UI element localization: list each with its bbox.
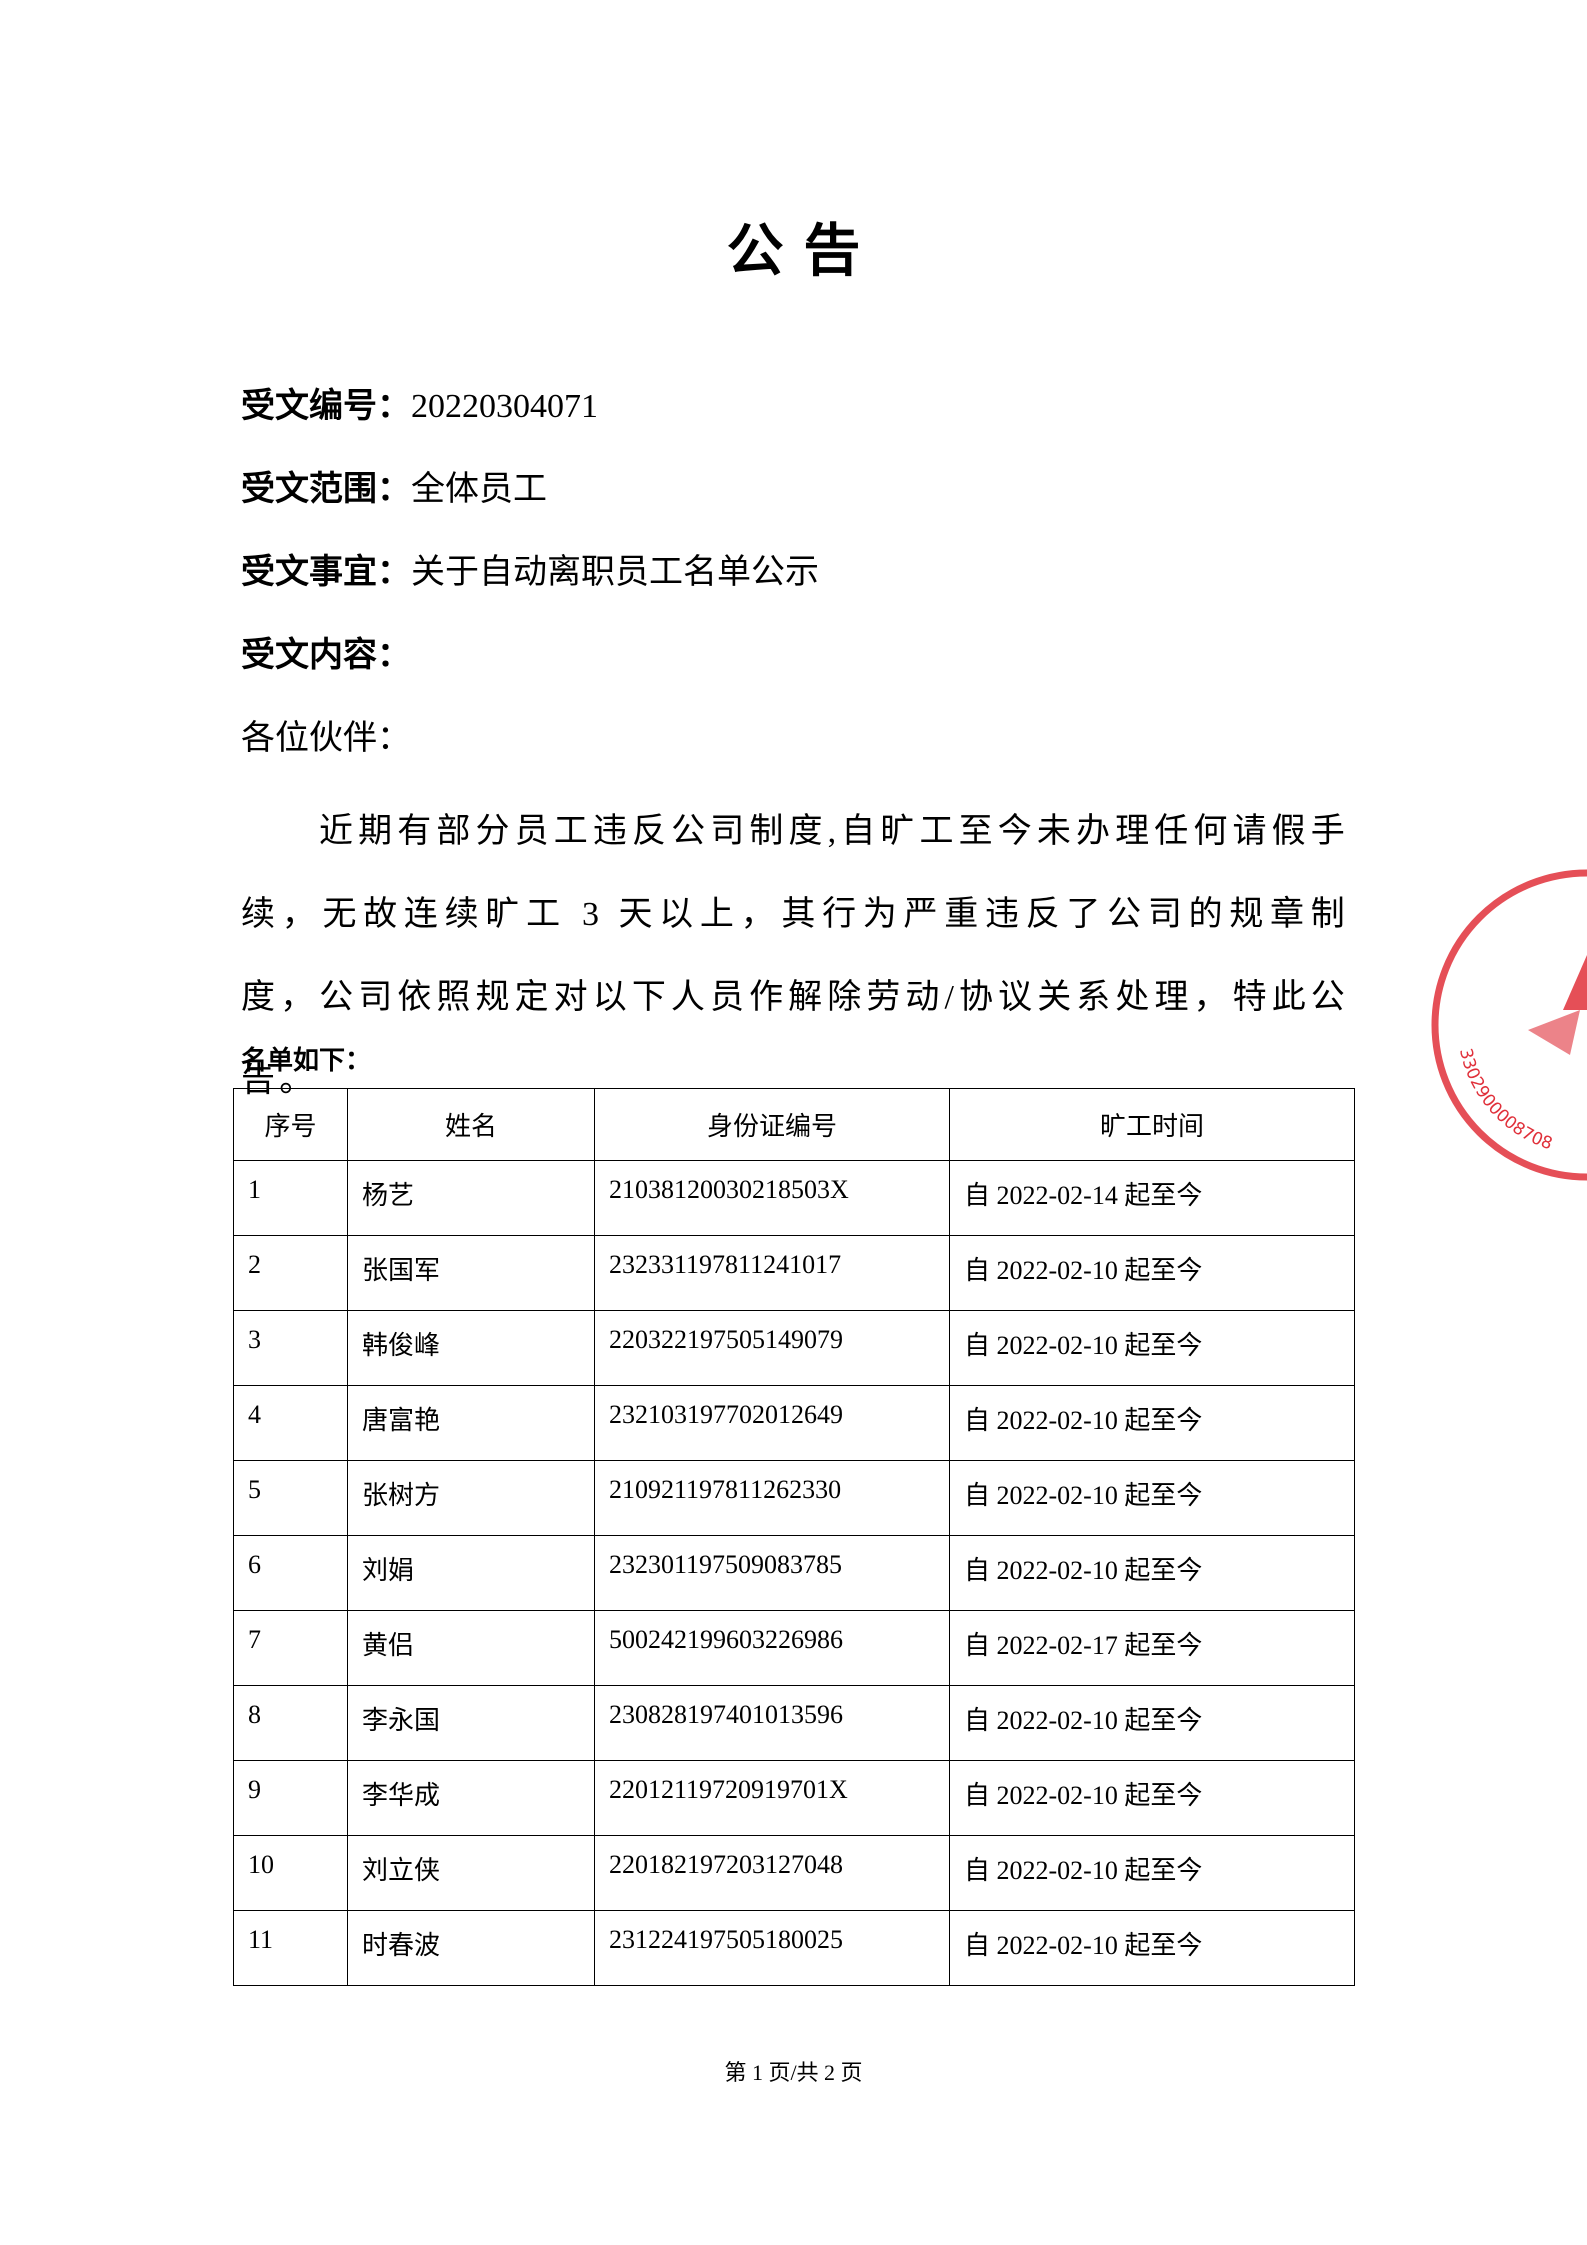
cell: 210921197811262330	[594, 1460, 950, 1536]
cell: 自 2022-02-10 起至今	[949, 1685, 1355, 1761]
cell: 自 2022-02-10 起至今	[949, 1835, 1355, 1911]
cell: 自 2022-02-10 起至今	[949, 1535, 1355, 1611]
cell: 自 2022-02-10 起至今	[949, 1760, 1355, 1836]
header-cell: 序号	[233, 1088, 348, 1161]
table-row: 11 时春波 231224197505180025 自 2022-02-10 起至今	[233, 1910, 1355, 1986]
cell: 4	[233, 1385, 348, 1461]
header-cell: 姓名	[347, 1088, 595, 1161]
cell: 自 2022-02-10 起至今	[949, 1385, 1355, 1461]
field-label: 受文内容：	[241, 637, 411, 674]
list-title: 名单如下：	[241, 1046, 372, 1075]
cell: 11	[233, 1910, 348, 1986]
cell: 220322197505149079	[594, 1310, 950, 1386]
cell: 自 2022-02-10 起至今	[949, 1460, 1355, 1536]
table-row: 1 杨艺 21038120030218503X 自 2022-02-14 起至今	[233, 1160, 1355, 1236]
field: 受文编号：20220304071	[241, 378, 598, 427]
cell: 自 2022-02-10 起至今	[949, 1910, 1355, 1986]
field-value: 关于自动离职员工名单公示	[411, 554, 819, 591]
cell: 张树方	[347, 1460, 595, 1536]
stamp-ring	[1431, 869, 1587, 1181]
cell: 230828197401013596	[594, 1685, 950, 1761]
table-row: 10 刘立侠 220182197203127048 自 2022-02-10 起至今	[233, 1835, 1355, 1911]
cell: 刘立侠	[347, 1835, 595, 1911]
cell: 自 2022-02-17 起至今	[949, 1610, 1355, 1686]
table-row: 4 唐富艳 232103197702012649 自 2022-02-10 起至今	[233, 1385, 1355, 1461]
field-value: 20220304071	[411, 388, 598, 425]
field: 受文内容：	[241, 627, 411, 676]
cell: 刘娟	[347, 1535, 595, 1611]
header-cell: 旷工时间	[949, 1088, 1355, 1161]
table: 序号 姓名 身份证编号 旷工时间 1 杨艺 21038120030218503X 自 202…	[233, 1088, 1355, 1986]
table-row: 9 李华成 22012119720919701X 自 2022-02-10 起至今	[233, 1760, 1355, 1836]
field-label: 受文范围：	[241, 471, 411, 508]
stamp-star	[1528, 1010, 1580, 1055]
cell: 3	[233, 1310, 348, 1386]
cell: 7	[233, 1610, 348, 1686]
cell: 500242199603226986	[594, 1610, 950, 1686]
cell: 张国军	[347, 1235, 595, 1311]
table-row: 5 张树方 210921197811262330 自 2022-02-10 起至今	[233, 1460, 1355, 1536]
cell: 21038120030218503X	[594, 1160, 950, 1236]
header-cell: 身份证编号	[594, 1088, 950, 1161]
cell: 232331197811241017	[594, 1235, 950, 1311]
cell: 232103197702012649	[594, 1385, 950, 1461]
field-value: 全体员工	[411, 471, 547, 508]
field: 受文范围：全体员工	[241, 461, 547, 510]
table-row: 7 黄侣 500242199603226986 自 2022-02-17 起至今	[233, 1610, 1355, 1686]
cell: 22012119720919701X	[594, 1760, 950, 1836]
cell: 232301197509083785	[594, 1535, 950, 1611]
stamp-star	[1563, 955, 1587, 1010]
stamp: 3302900008708	[1431, 869, 1587, 1181]
cell: 韩俊峰	[347, 1310, 595, 1386]
greeting: 各位伙伴：	[241, 720, 411, 757]
cell: 黄侣	[347, 1610, 595, 1686]
title: 公 告	[726, 218, 861, 284]
cell: 1	[233, 1160, 348, 1236]
cell: 自 2022-02-14 起至今	[949, 1160, 1355, 1236]
field: 受文事宜：关于自动离职员工名单公示	[241, 544, 819, 593]
table-row: 8 李永国 230828197401013596 自 2022-02-10 起至今	[233, 1685, 1355, 1761]
cell: 9	[233, 1760, 348, 1836]
header-row: 序号 姓名 身份证编号 旷工时间	[233, 1088, 1355, 1161]
cell: 5	[233, 1460, 348, 1536]
field-label: 受文编号：	[241, 388, 411, 425]
cell: 自 2022-02-10 起至今	[949, 1310, 1355, 1386]
table-row: 2 张国军 232331197811241017 自 2022-02-10 起至今	[233, 1235, 1355, 1311]
cell: 杨艺	[347, 1160, 595, 1236]
cell: 李华成	[347, 1760, 595, 1836]
cell: 220182197203127048	[594, 1835, 950, 1911]
paragraph: 近期有部分员工违反公司制度,自旷工至今未办理任何请假手续，无故连续旷工 3 天以…	[241, 813, 1349, 1099]
table-row: 3 韩俊峰 220322197505149079 自 2022-02-10 起至今	[233, 1310, 1355, 1386]
cell: 6	[233, 1535, 348, 1611]
cell: 唐富艳	[347, 1385, 595, 1461]
table-body: 1 杨艺 21038120030218503X 自 2022-02-14 起至今 2 张国…	[233, 1160, 1355, 1986]
cell: 10	[233, 1835, 348, 1911]
cell: 231224197505180025	[594, 1910, 950, 1986]
cell: 2	[233, 1235, 348, 1311]
cell: 时春波	[347, 1910, 595, 1986]
cell: 李永国	[347, 1685, 595, 1761]
field-label: 受文事宜：	[241, 554, 411, 591]
stamp-code: 3302900008708	[1455, 1046, 1555, 1154]
table-row: 6 刘娟 232301197509083785 自 2022-02-10 起至今	[233, 1535, 1355, 1611]
cell: 8	[233, 1685, 348, 1761]
stamp-code-path: 3302900008708	[1455, 1046, 1555, 1154]
footer: 第 1 页/共 2 页	[724, 2060, 863, 2085]
cell: 自 2022-02-10 起至今	[949, 1235, 1355, 1311]
